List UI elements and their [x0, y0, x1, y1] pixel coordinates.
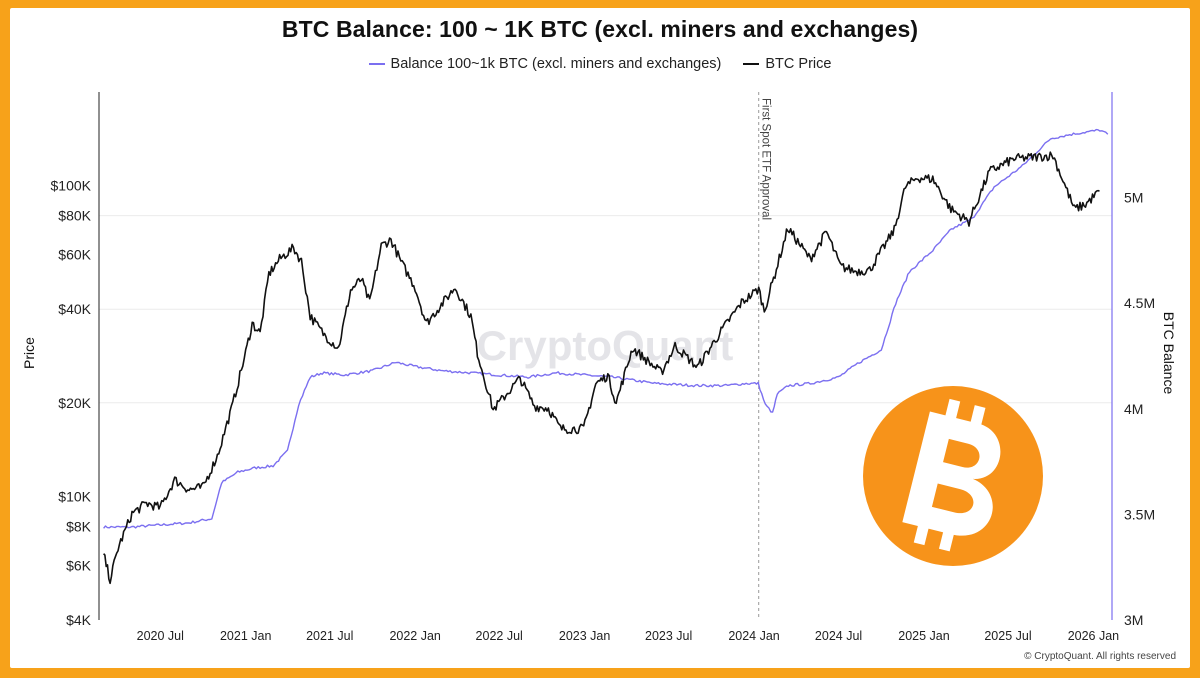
- x-axis-ticks: 2020 Jul 2021 Jan 2021 Jul 2022 Jan 2022 Jul…: [137, 629, 1120, 643]
- bitcoin-icon: [863, 386, 1043, 566]
- watermark-text: CryptoQuant: [477, 322, 734, 369]
- chart-card: [10, 8, 1190, 668]
- x-tick-label: 2026 Jan: [1068, 629, 1119, 643]
- x-tick-label: 2024 Jul: [815, 629, 862, 643]
- series-line-balance: [103, 128, 1109, 529]
- left-tick-label: $6K: [66, 557, 92, 573]
- legend-item-balance[interactable]: Balance 100~1k BTC (excl. miners and exc…: [368, 56, 722, 72]
- left-tick-label: $80K: [58, 208, 91, 224]
- left-axis-title: Price: [21, 337, 37, 369]
- event-markers: First Spot ETF Approval: [758, 92, 772, 620]
- right-tick-label: 4.5M: [1124, 295, 1155, 311]
- x-tick-label: 2021 Jul: [306, 629, 353, 643]
- right-tick-label: 3M: [1124, 612, 1143, 628]
- x-tick-label: 2022 Jan: [389, 629, 440, 643]
- x-tick-label: 2023 Jul: [645, 629, 692, 643]
- x-tick-label: 2020 Jul: [137, 629, 184, 643]
- left-tick-label: $8K: [66, 518, 92, 534]
- x-tick-label: 2024 Jan: [728, 629, 779, 643]
- event-label: First Spot ETF Approval: [760, 98, 772, 220]
- right-axis-title: BTC Balance: [1161, 312, 1177, 395]
- left-tick-label: $20K: [58, 395, 91, 411]
- legend-label-price: BTC Price: [765, 56, 832, 72]
- x-tick-label: 2021 Jan: [220, 629, 271, 643]
- copyright-footer: © CryptoQuant. All rights reserved: [1024, 651, 1176, 662]
- legend-item-price[interactable]: BTC Price: [743, 56, 831, 72]
- left-tick-label: $60K: [58, 246, 91, 262]
- left-tick-label: $4K: [66, 612, 92, 628]
- right-tick-label: 5M: [1124, 190, 1143, 206]
- legend-swatch-price: [743, 63, 760, 65]
- left-tick-label: $100K: [51, 178, 92, 194]
- legend-label-balance: Balance 100~1k BTC (excl. miners and exc…: [390, 56, 722, 72]
- chart-title: BTC Balance: 100 ~ 1K BTC (excl. miners …: [281, 16, 919, 42]
- x-tick-label: 2025 Jul: [984, 629, 1031, 643]
- right-tick-label: 4M: [1124, 401, 1143, 417]
- series-lines: [103, 128, 1109, 585]
- left-tick-label: $40K: [58, 301, 91, 317]
- x-tick-label: 2023 Jan: [559, 629, 610, 643]
- gridlines: [99, 215, 1112, 404]
- x-tick-label: 2025 Jan: [898, 629, 949, 643]
- right-axis-ticks: 3M 3.5M 4M 4.5M 5M: [1124, 190, 1155, 628]
- legend-swatch-balance: [368, 63, 385, 65]
- x-tick-label: 2022 Jul: [476, 629, 523, 643]
- right-tick-label: 3.5M: [1124, 506, 1155, 522]
- series-line-btc-price: [103, 151, 1100, 585]
- left-tick-label: $10K: [58, 488, 91, 504]
- chart-legend: Balance 100~1k BTC (excl. miners and exc…: [0, 56, 1200, 72]
- axes: [98, 92, 1113, 620]
- left-axis-ticks: $4K $6K $8K $10K $20K $40K $60K $80K $100K: [51, 178, 92, 628]
